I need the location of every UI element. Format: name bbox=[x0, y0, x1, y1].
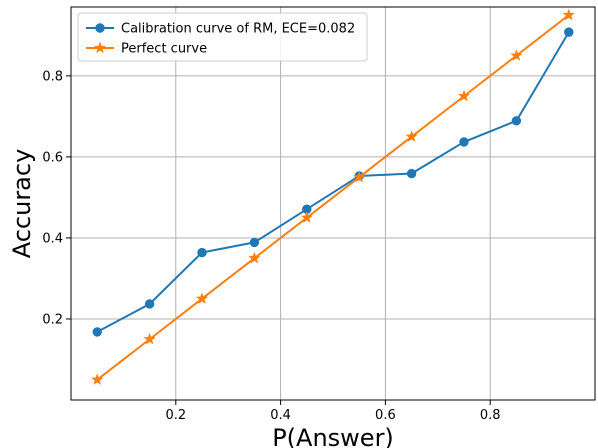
legend-label: Calibration curve of RM, ECE=0.082 bbox=[121, 22, 355, 37]
legend-entry: Calibration curve of RM, ECE=0.082 bbox=[86, 22, 355, 37]
x-tick-label: 0.8 bbox=[480, 408, 501, 423]
x-tick-label: 0.6 bbox=[375, 408, 396, 423]
data-point bbox=[249, 237, 260, 248]
data-point bbox=[405, 130, 418, 142]
star-marker-icon bbox=[93, 41, 107, 54]
y-tick-label: 0.6 bbox=[42, 150, 63, 165]
data-point bbox=[248, 251, 261, 264]
data-point bbox=[459, 137, 469, 147]
legend-entry: Perfect curve bbox=[86, 42, 207, 57]
legend: Calibration curve of RM, ECE=0.082 Perfec… bbox=[77, 12, 368, 62]
series-line bbox=[96, 31, 570, 333]
grid bbox=[71, 7, 595, 400]
y-tick-label: 0.8 bbox=[42, 69, 63, 84]
data-point bbox=[510, 49, 523, 61]
circle-marker-icon bbox=[95, 23, 105, 33]
data-point bbox=[92, 327, 102, 337]
series-line bbox=[96, 14, 570, 381]
x-axis-label: P(Answer) bbox=[272, 424, 394, 448]
data-point bbox=[300, 211, 313, 223]
legend-label: Perfect curve bbox=[121, 42, 207, 57]
plot-frame bbox=[70, 6, 596, 401]
data-point bbox=[144, 299, 155, 309]
x-tick-label: 0.2 bbox=[165, 408, 186, 423]
data-point bbox=[197, 247, 207, 258]
legend-box bbox=[77, 12, 368, 62]
ticks: 0.2 0.4 0.6 0.8 0.2 0.4 0.6 0.8 bbox=[42, 69, 500, 423]
data-point bbox=[406, 168, 417, 179]
data-point bbox=[511, 116, 522, 126]
data-point bbox=[353, 170, 366, 183]
data-point bbox=[457, 89, 471, 102]
series-1 bbox=[92, 27, 574, 337]
y-axis-label: Accuracy bbox=[8, 149, 36, 259]
data-point bbox=[564, 27, 574, 37]
series-2 bbox=[91, 8, 575, 385]
data-point bbox=[562, 8, 575, 21]
data-point bbox=[143, 332, 156, 345]
data-point bbox=[195, 292, 209, 304]
series-layer bbox=[91, 8, 575, 385]
y-tick-label: 0.4 bbox=[42, 231, 63, 246]
y-tick-label: 0.2 bbox=[42, 312, 63, 327]
x-tick-label: 0.4 bbox=[270, 408, 291, 423]
data-point bbox=[91, 373, 104, 385]
